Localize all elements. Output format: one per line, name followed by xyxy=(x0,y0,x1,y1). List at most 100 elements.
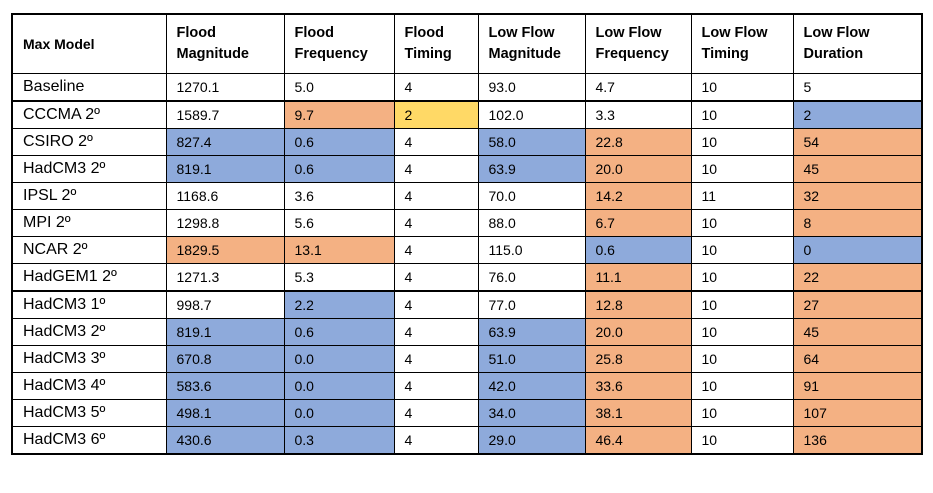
cell-model-name: Baseline xyxy=(11,73,167,102)
cell-low-flow-frequency: 0.6 xyxy=(584,236,692,264)
cell-low-flow-duration: 0 xyxy=(792,236,923,264)
cell-flood-magnitude: 430.6 xyxy=(165,426,285,455)
cell-low-flow-frequency: 38.1 xyxy=(584,399,692,427)
cell-flood-timing: 4 xyxy=(393,426,479,455)
cell-low-flow-duration: 27 xyxy=(792,290,923,319)
cell-low-flow-frequency: 25.8 xyxy=(584,345,692,373)
table-row: CSIRO 2º 827.4 0.6 4 58.0 22.8 10 54 xyxy=(11,128,923,156)
cell-low-flow-magnitude: 88.0 xyxy=(477,209,586,237)
cell-low-flow-frequency: 12.8 xyxy=(584,290,692,319)
cell-low-flow-timing: 10 xyxy=(690,236,794,264)
table-row: HadCM3 5º 498.1 0.0 4 34.0 38.1 10 107 xyxy=(11,399,923,427)
table-row: MPI 2º 1298.8 5.6 4 88.0 6.7 10 8 xyxy=(11,209,923,237)
cell-flood-frequency: 5.3 xyxy=(283,263,395,292)
cell-model-name: HadCM3 5º xyxy=(11,399,167,427)
cell-flood-timing: 4 xyxy=(393,263,479,292)
cell-low-flow-frequency: 33.6 xyxy=(584,372,692,400)
cell-low-flow-duration: 54 xyxy=(792,128,923,156)
cell-flood-frequency: 0.6 xyxy=(283,318,395,346)
table-row: HadCM3 2º 819.1 0.6 4 63.9 20.0 10 45 xyxy=(11,155,923,183)
cell-flood-magnitude: 1298.8 xyxy=(165,209,285,237)
column-header-low-flow-magnitude: Low Flow Magnitude xyxy=(477,13,586,74)
header-row: Max Model Flood Magnitude Flood Frequenc… xyxy=(11,13,923,74)
cell-low-flow-frequency: 20.0 xyxy=(584,318,692,346)
cell-model-name: CSIRO 2º xyxy=(11,128,167,156)
cell-flood-timing: 4 xyxy=(393,236,479,264)
cell-low-flow-frequency: 20.0 xyxy=(584,155,692,183)
table-row: Baseline 1270.1 5.0 4 93.0 4.7 10 5 xyxy=(11,73,923,102)
cell-low-flow-frequency: 11.1 xyxy=(584,263,692,292)
cell-flood-frequency: 0.3 xyxy=(283,426,395,455)
cell-model-name: HadGEM1 2º xyxy=(11,263,167,292)
table-row: HadCM3 2º 819.1 0.6 4 63.9 20.0 10 45 xyxy=(11,318,923,346)
cell-low-flow-timing: 10 xyxy=(690,263,794,292)
cell-low-flow-frequency: 4.7 xyxy=(584,73,692,102)
cell-low-flow-duration: 2 xyxy=(792,100,923,129)
cell-flood-frequency: 0.6 xyxy=(283,155,395,183)
cell-low-flow-timing: 10 xyxy=(690,399,794,427)
table-row: HadCM3 4º 583.6 0.0 4 42.0 33.6 10 91 xyxy=(11,372,923,400)
cell-low-flow-duration: 22 xyxy=(792,263,923,292)
cell-flood-timing: 4 xyxy=(393,209,479,237)
cell-low-flow-magnitude: 76.0 xyxy=(477,263,586,292)
cell-flood-magnitude: 670.8 xyxy=(165,345,285,373)
cell-flood-frequency: 5.6 xyxy=(283,209,395,237)
cell-flood-magnitude: 1829.5 xyxy=(165,236,285,264)
column-header-low-flow-timing: Low Flow Timing xyxy=(690,13,794,74)
cell-low-flow-timing: 10 xyxy=(690,100,794,129)
table-row: HadGEM1 2º 1271.3 5.3 4 76.0 11.1 10 22 xyxy=(11,263,923,292)
cell-low-flow-frequency: 6.7 xyxy=(584,209,692,237)
table-row: HadCM3 3º 670.8 0.0 4 51.0 25.8 10 64 xyxy=(11,345,923,373)
cell-flood-frequency: 3.6 xyxy=(283,182,395,210)
cell-flood-magnitude: 498.1 xyxy=(165,399,285,427)
cell-low-flow-magnitude: 51.0 xyxy=(477,345,586,373)
cell-low-flow-magnitude: 42.0 xyxy=(477,372,586,400)
column-header-low-flow-duration: Low Flow Duration xyxy=(792,13,923,74)
cell-flood-frequency: 0.0 xyxy=(283,399,395,427)
cell-flood-magnitude: 1589.7 xyxy=(165,100,285,129)
cell-model-name: HadCM3 1º xyxy=(11,290,167,319)
cell-flood-frequency: 13.1 xyxy=(283,236,395,264)
cell-low-flow-duration: 45 xyxy=(792,155,923,183)
cell-flood-magnitude: 827.4 xyxy=(165,128,285,156)
cell-low-flow-magnitude: 29.0 xyxy=(477,426,586,455)
cell-low-flow-magnitude: 77.0 xyxy=(477,290,586,319)
cell-model-name: HadCM3 3º xyxy=(11,345,167,373)
cell-model-name: IPSL 2º xyxy=(11,182,167,210)
table-row: HadCM3 1º 998.7 2.2 4 77.0 12.8 10 27 xyxy=(11,290,923,319)
cell-flood-timing: 4 xyxy=(393,290,479,319)
cell-flood-magnitude: 583.6 xyxy=(165,372,285,400)
cell-low-flow-duration: 107 xyxy=(792,399,923,427)
cell-flood-magnitude: 819.1 xyxy=(165,318,285,346)
cell-flood-frequency: 5.0 xyxy=(283,73,395,102)
cell-low-flow-magnitude: 70.0 xyxy=(477,182,586,210)
cell-flood-magnitude: 1271.3 xyxy=(165,263,285,292)
cell-low-flow-frequency: 3.3 xyxy=(584,100,692,129)
table-row: NCAR 2º 1829.5 13.1 4 115.0 0.6 10 0 xyxy=(11,236,923,264)
table-body: Baseline 1270.1 5.0 4 93.0 4.7 10 5 CCCMA 2º 1589… xyxy=(11,73,923,455)
cell-low-flow-timing: 10 xyxy=(690,345,794,373)
cell-low-flow-timing: 11 xyxy=(690,182,794,210)
cell-flood-magnitude: 819.1 xyxy=(165,155,285,183)
column-header-flood-frequency: Flood Frequency xyxy=(283,13,395,74)
cell-flood-timing: 4 xyxy=(393,155,479,183)
cell-low-flow-magnitude: 58.0 xyxy=(477,128,586,156)
cell-low-flow-magnitude: 115.0 xyxy=(477,236,586,264)
cell-low-flow-frequency: 14.2 xyxy=(584,182,692,210)
cell-flood-frequency: 9.7 xyxy=(283,100,395,129)
cell-flood-timing: 4 xyxy=(393,318,479,346)
cell-flood-frequency: 0.0 xyxy=(283,345,395,373)
cell-low-flow-frequency: 46.4 xyxy=(584,426,692,455)
cell-flood-timing: 4 xyxy=(393,345,479,373)
cell-flood-frequency: 0.6 xyxy=(283,128,395,156)
cell-model-name: MPI 2º xyxy=(11,209,167,237)
cell-flood-magnitude: 1270.1 xyxy=(165,73,285,102)
cell-low-flow-magnitude: 93.0 xyxy=(477,73,586,102)
cell-model-name: HadCM3 2º xyxy=(11,155,167,183)
cell-low-flow-duration: 8 xyxy=(792,209,923,237)
cell-model-name: NCAR 2º xyxy=(11,236,167,264)
cell-flood-timing: 4 xyxy=(393,372,479,400)
cell-low-flow-duration: 91 xyxy=(792,372,923,400)
cell-model-name: HadCM3 6º xyxy=(11,426,167,455)
cell-low-flow-timing: 10 xyxy=(690,426,794,455)
